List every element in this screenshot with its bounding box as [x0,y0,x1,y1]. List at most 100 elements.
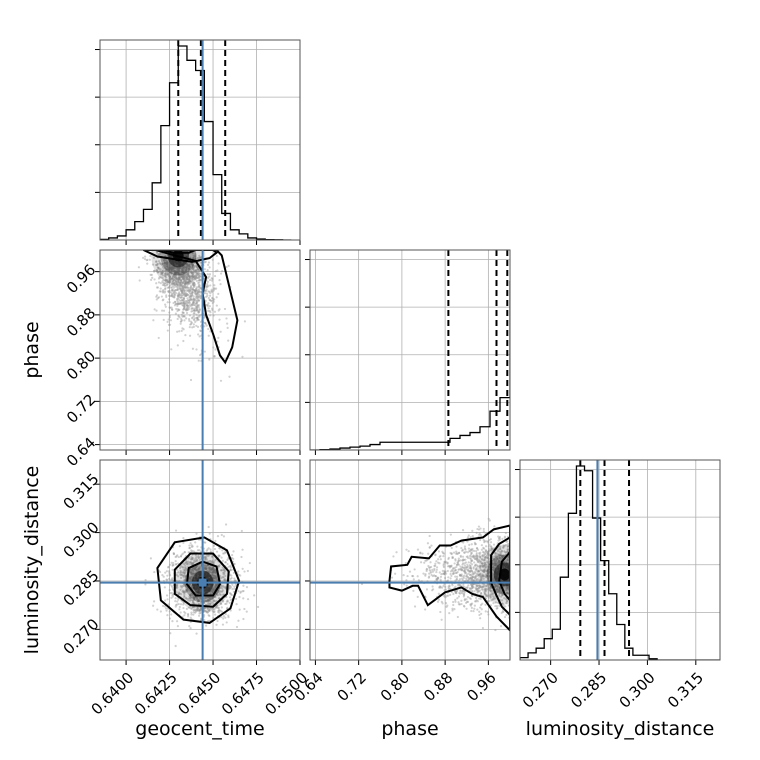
pair-phase-vs-luminosity_distance-sample-point [483,568,486,571]
pair-geocent_time-vs-phase-sample-point [163,264,166,267]
pair-geocent_time-vs-phase-sample-point [176,286,179,289]
pair-phase-vs-luminosity_distance-sample-point [493,585,496,588]
pair-phase-vs-luminosity_distance-sample-point [507,585,510,588]
pair-phase-vs-luminosity_distance-sample-point [503,545,506,548]
pair-geocent_time-vs-phase-sample-point [197,311,200,314]
pair-geocent_time-vs-phase-sample-point [170,283,173,286]
pair-geocent_time-vs-phase-sample-point [169,266,172,269]
pair-phase-vs-luminosity_distance-sample-point [457,568,460,571]
pair-geocent_time-vs-phase-sample-point [178,277,181,280]
pair-phase-vs-luminosity_distance-sample-point [469,567,473,570]
pair-geocent_time-vs-luminosity_distance-sample-point [209,597,212,601]
pair-phase-vs-luminosity_distance-sample-point [443,560,446,564]
pair-phase-vs-luminosity_distance-sample-point [427,552,430,555]
pair-geocent_time-vs-phase-sample-point [182,274,185,277]
pair-geocent_time-vs-phase-sample-point [196,316,199,320]
pair-geocent_time-vs-phase-sample-point [186,304,189,307]
pair-geocent_time-vs-phase-sample-point [190,271,193,274]
pair-geocent_time-vs-phase-sample-point [174,274,178,277]
pair-phase-vs-luminosity_distance-sample-point [469,548,473,551]
pair-geocent_time-vs-phase-sample-point [169,319,173,322]
pair-geocent_time-vs-luminosity_distance-sample-point [197,556,200,559]
pair-geocent_time-vs-luminosity_distance-sample-point [179,569,182,572]
pair-geocent_time-vs-luminosity_distance-sample-point [193,596,196,600]
pair-geocent_time-vs-luminosity_distance-sample-point [211,559,214,563]
pair-geocent_time-vs-phase-sample-point [181,269,184,272]
pair-geocent_time-vs-phase-sample-point [171,295,174,298]
pair-phase-vs-luminosity_distance-sample-point [494,563,497,567]
pair-phase-vs-luminosity_distance-sample-point [411,575,415,578]
pair-phase-vs-luminosity_distance-sample-point [436,577,439,580]
pair-phase-vs-luminosity_distance-sample-point [483,559,486,562]
pair-geocent_time-vs-luminosity_distance-sample-point [184,583,187,586]
pair-geocent_time-vs-phase-sample-point [179,281,182,285]
pair-phase-vs-luminosity_distance-sample-point [433,574,436,577]
pair-phase-vs-luminosity_distance-sample-point [497,548,500,552]
pair-phase-vs-luminosity_distance-sample-point [489,604,493,607]
pair-geocent_time-vs-luminosity_distance-sample-point [194,557,197,560]
pair-phase-vs-luminosity_distance-sample-point [461,568,464,572]
pair-geocent_time-vs-luminosity_distance-sample-point [207,619,210,623]
pair-geocent_time-vs-phase-sample-point [199,274,202,277]
pair-geocent_time-vs-phase-sample-point [212,314,215,317]
pair-geocent_time-vs-phase-sample-point [198,315,201,318]
pair-geocent_time-vs-luminosity_distance-sample-point [222,593,225,596]
pair-phase-vs-luminosity_distance-sample-point [468,563,471,567]
pair-phase-vs-luminosity_distance-sample-point [488,547,491,550]
pair-geocent_time-vs-phase-sample-point [158,253,161,256]
pair-geocent_time-vs-luminosity_distance-sample-point [168,563,172,566]
pair-geocent_time-vs-luminosity_distance-sample-point [192,562,195,565]
pair-phase-vs-luminosity_distance-sample-point [482,550,485,553]
pair-phase-vs-luminosity_distance-sample-point [502,544,505,547]
pair-geocent_time-vs-phase-sample-point [185,294,188,297]
pair-phase-vs-luminosity_distance-sample-point [504,560,507,563]
pair-geocent_time-vs-phase-sample-point [193,255,196,258]
pair-phase-vs-luminosity_distance-sample-point [471,570,474,574]
pair-geocent_time-vs-luminosity_distance-sample-point [190,545,193,549]
pair-geocent_time-vs-phase-sample-point [185,266,188,269]
pair-phase-vs-luminosity_distance-sample-point [497,535,500,538]
pair-geocent_time-vs-phase-sample-point [167,281,170,284]
pair-phase-vs-luminosity_distance-sample-point [494,604,497,608]
pair-geocent_time-vs-phase-sample-point [192,256,195,260]
pair-geocent_time-vs-phase-sample-point [167,272,171,275]
pair-geocent_time-vs-phase-sample-point [197,311,200,314]
pair-phase-vs-luminosity_distance-sample-point [474,600,478,603]
pair-geocent_time-vs-luminosity_distance-sample-point [169,579,172,582]
pair-phase-vs-luminosity_distance-sample-point [506,548,510,551]
pair-geocent_time-vs-luminosity_distance-sample-point [223,579,227,582]
pair-geocent_time-vs-luminosity_distance-sample-point [208,568,211,571]
pair-phase-vs-luminosity_distance-sample-point [483,563,486,566]
pair-geocent_time-vs-phase-sample-point [171,266,175,269]
pair-phase-vs-luminosity_distance-sample-point [470,559,473,563]
pair-geocent_time-vs-luminosity_distance-sample-point [208,596,211,599]
pair-geocent_time-vs-luminosity_distance-sample-point [219,575,222,578]
pair-geocent_time-vs-phase-sample-point [175,289,179,292]
pair-geocent_time-vs-luminosity_distance-sample-point [215,576,218,580]
pair-phase-vs-luminosity_distance-sample-point [482,574,485,578]
pair-phase-vs-luminosity_distance-sample-point [474,542,477,546]
pair-geocent_time-vs-luminosity_distance-sample-point [198,567,201,570]
pair-phase-vs-luminosity_distance-sample-point [469,550,472,553]
pair-geocent_time-vs-phase-sample-point [182,276,186,279]
pair-phase-vs-luminosity_distance-sample-point [491,592,494,595]
pair-geocent_time-vs-phase-sample-point [194,278,197,281]
pair-geocent_time-vs-phase-sample-point [173,281,176,284]
pair-geocent_time-vs-luminosity_distance-sample-point [182,552,185,555]
pair-phase-vs-luminosity_distance-sample-point [459,574,462,577]
pair-geocent_time-vs-phase-sample-point [181,289,184,292]
pair-geocent_time-vs-phase-sample-point [194,277,197,280]
pair-geocent_time-vs-phase-sample-point [189,271,192,274]
pair-phase-vs-luminosity_distance-sample-point [498,538,501,541]
pair-geocent_time-vs-phase-sample-point [190,262,193,265]
pair-geocent_time-vs-phase-sample-point [193,281,196,285]
pair-geocent_time-vs-luminosity_distance-sample-point [165,609,168,612]
pair-geocent_time-vs-phase-sample-point [194,289,197,292]
pair-geocent_time-vs-luminosity_distance-sample-point [184,597,188,600]
pair-geocent_time-vs-phase-sample-point [165,260,169,263]
pair-phase-vs-luminosity_distance-sample-point [477,587,481,590]
pair-geocent_time-vs-luminosity_distance-sample-point [222,568,225,572]
pair-phase-vs-luminosity_distance-sample-point [472,556,475,559]
pair-geocent_time-vs-phase-sample-point [195,348,198,351]
pair-phase-vs-luminosity_distance-sample-point [505,592,509,595]
